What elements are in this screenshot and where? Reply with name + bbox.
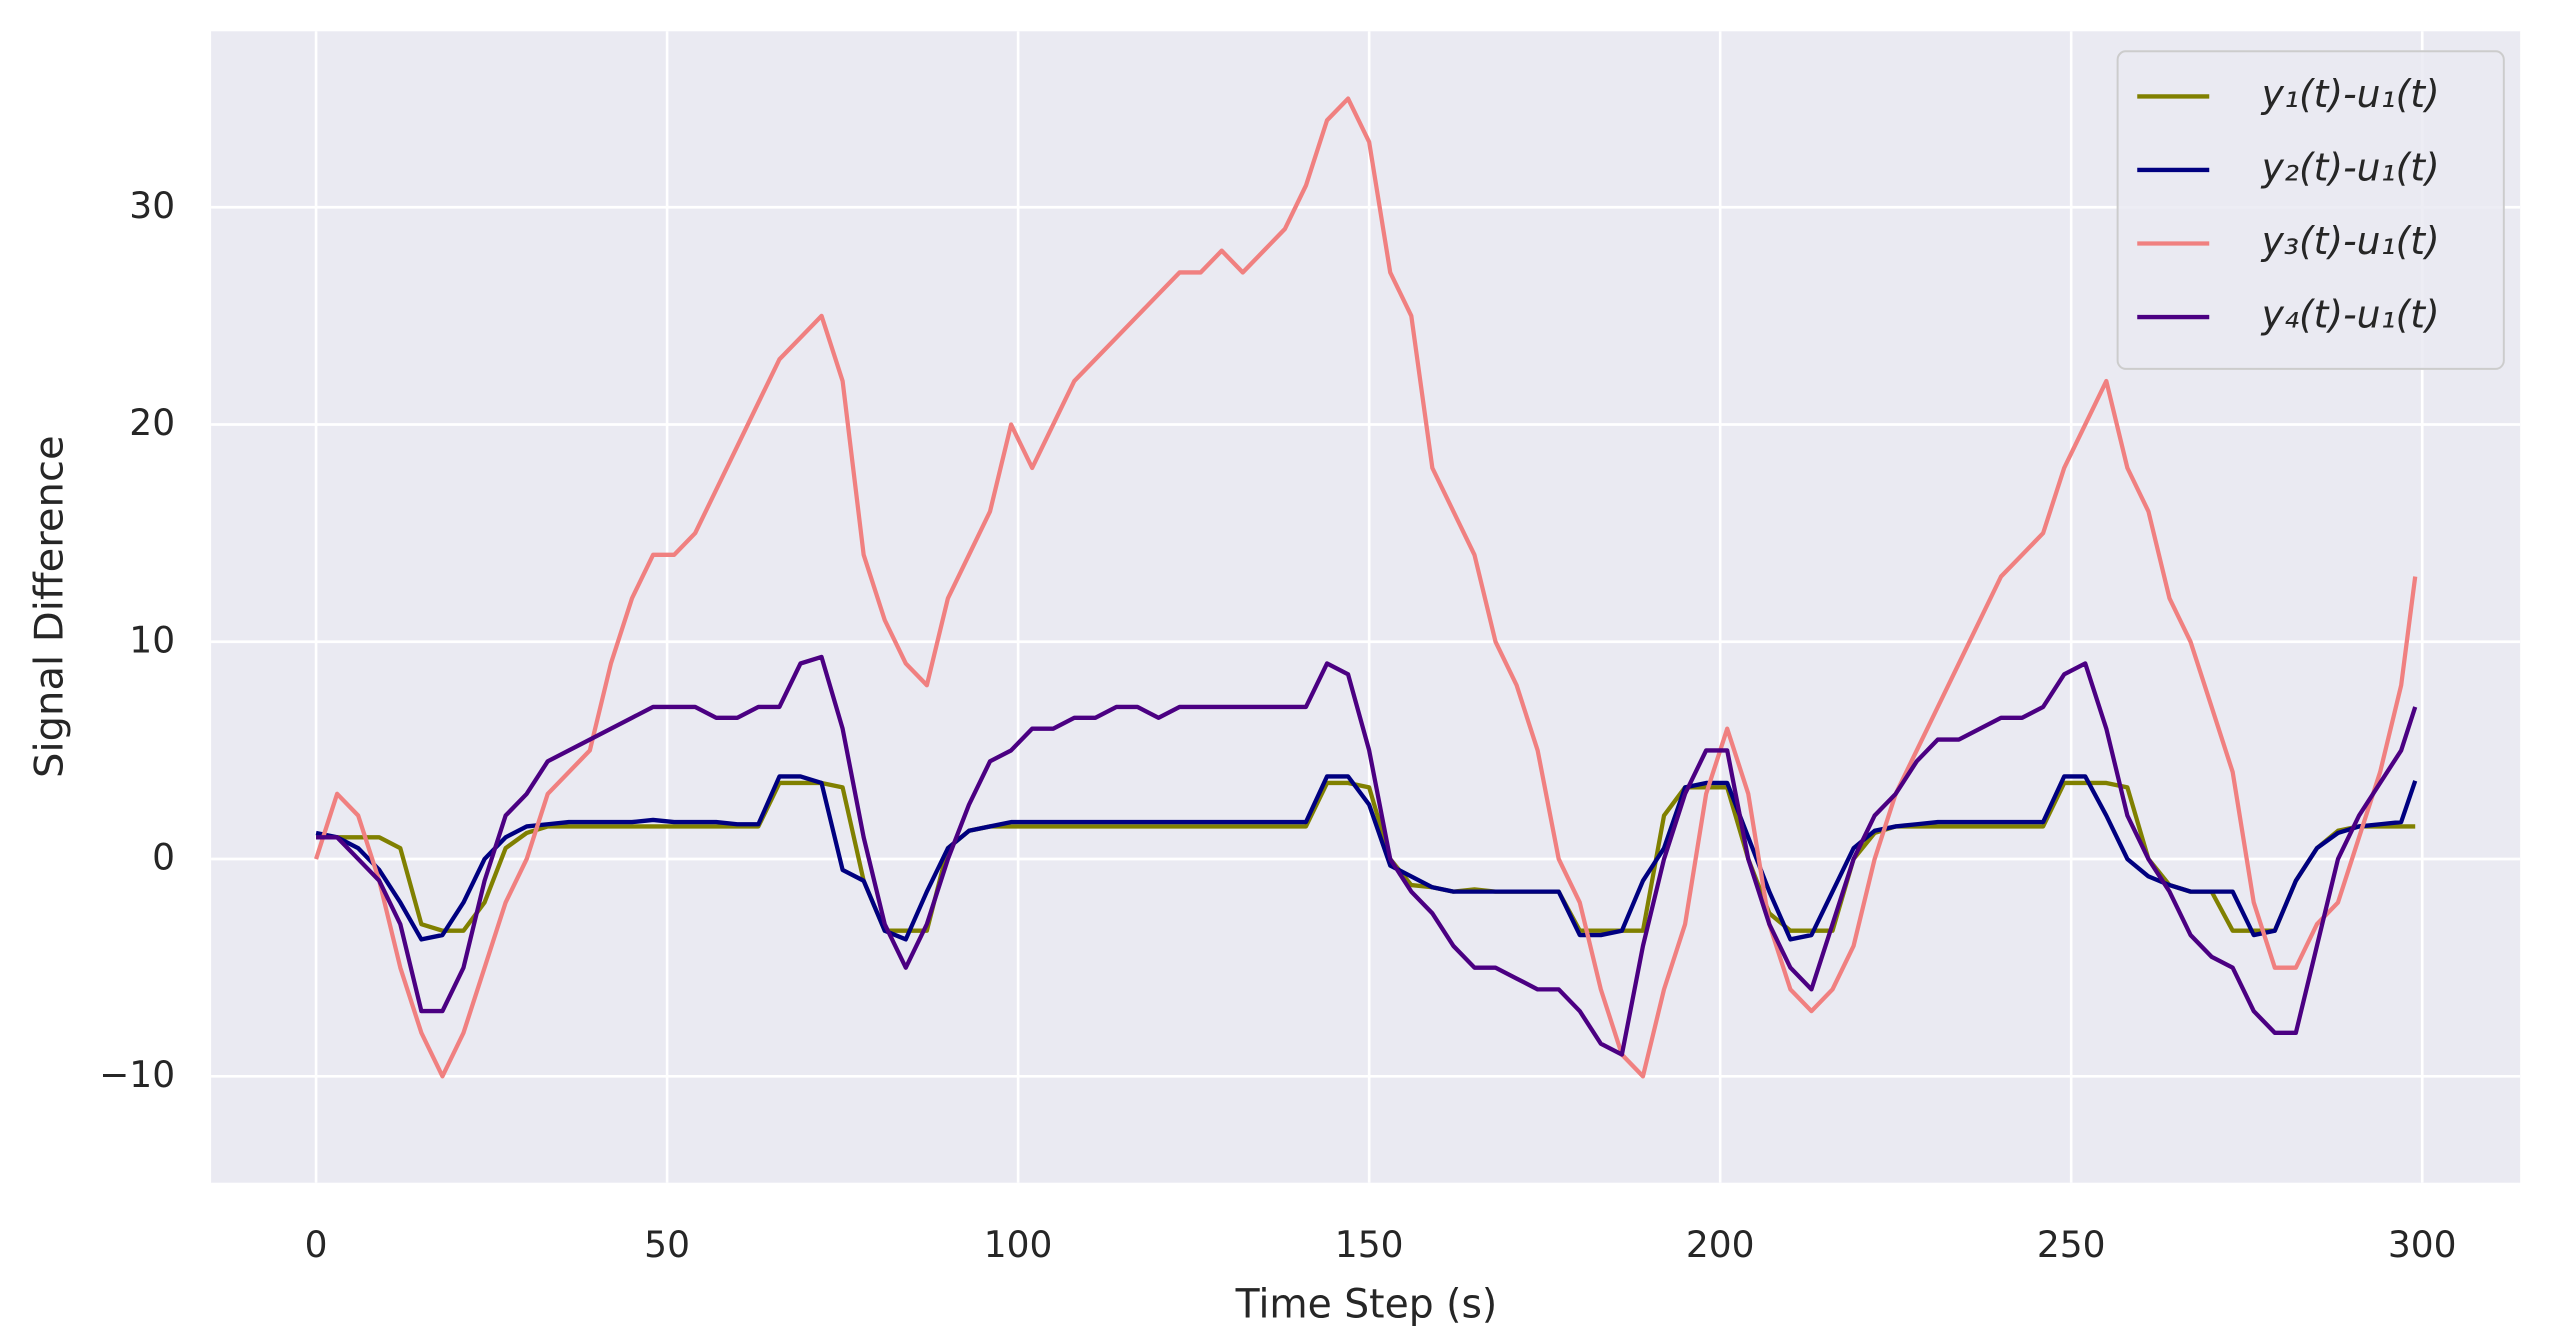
legend: y₁(t)-u₁(t) y₂(t)-u₁(t) y₃(t)-u₁(t) y₄(t)-u…	[2116, 50, 2505, 370]
x-tick-label: 200	[1686, 1223, 1755, 1266]
x-tick-label: 150	[1335, 1223, 1404, 1266]
legend-box	[2116, 50, 2505, 370]
series-line	[315, 774, 2418, 942]
x-axis-label: Time Step (s)	[1235, 1281, 1498, 1327]
series-line	[316, 654, 2418, 1057]
x-tick-label: 250	[2037, 1223, 2106, 1266]
x-tick-label: 300	[2388, 1223, 2457, 1266]
x-tick-label: 50	[644, 1223, 690, 1266]
legend-label: y₄(t)-u₁(t)	[2261, 292, 2440, 336]
x-tick-label: 0	[305, 1223, 328, 1266]
legend-label: y₃(t)-u₁(t)	[2261, 219, 2440, 263]
x-tick-label: 100	[984, 1223, 1053, 1266]
y-tick-label: −10	[99, 1053, 175, 1096]
y-tick-label: 20	[129, 401, 175, 444]
series-line	[314, 96, 2418, 1079]
series-line	[316, 780, 2416, 933]
y-tick-label: 0	[152, 835, 175, 878]
y-axis-label: Signal Difference	[27, 435, 73, 778]
y-tick-label: 10	[129, 618, 175, 661]
legend-label: y₁(t)-u₁(t)	[2261, 72, 2440, 116]
legend-label: y₂(t)-u₁(t)	[2261, 145, 2440, 189]
y-tick-label: 30	[129, 183, 175, 226]
